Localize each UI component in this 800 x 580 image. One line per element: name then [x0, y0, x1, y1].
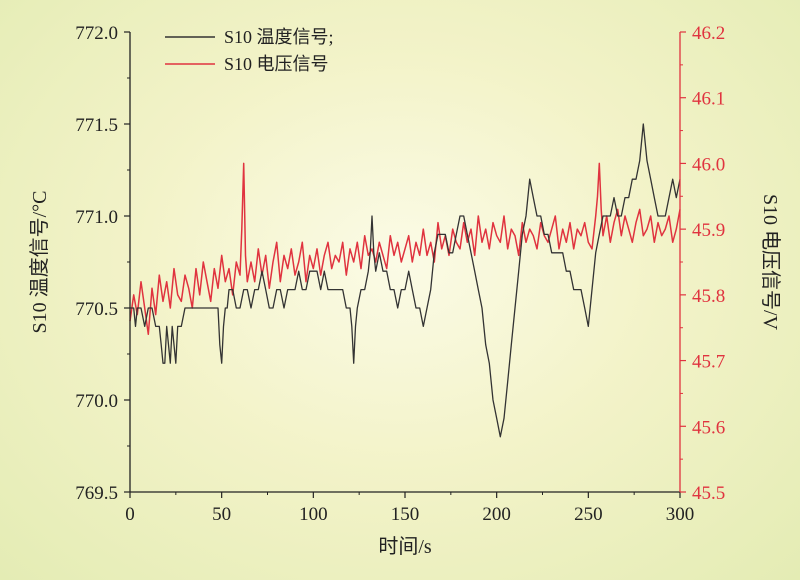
y-right-tick-label: 46.1 [692, 89, 725, 110]
legend-label-temperature: S10 温度信号; [224, 27, 334, 47]
x-tick-label: 200 [482, 504, 511, 525]
axes-group [129, 32, 681, 493]
y-left-tick-label: 770.5 [75, 299, 118, 320]
x-tick-label: 150 [391, 504, 420, 525]
x-tick-label: 250 [574, 504, 603, 525]
series-line-temperature [130, 123, 681, 438]
y-right-axis-title: S10 电压信号/V [759, 194, 782, 331]
y-left-axis-title: S10 温度信号/°C [28, 190, 51, 333]
legend: S10 温度信号; S10 电压信号 [165, 27, 334, 74]
legend-label-voltage: S10 电压信号 [224, 54, 329, 74]
y-right-tick-label: 45.6 [692, 417, 725, 438]
ticks-group: 0 50 100 150 200 250 300 769.5 770.0 770.5 771.0 77… [75, 23, 725, 525]
y-right-tick-label: 45.5 [692, 483, 725, 504]
y-left-tick-label: 770.0 [75, 391, 118, 412]
x-tick-label: 300 [666, 504, 695, 525]
y-left-tick-label: 772.0 [75, 23, 118, 44]
y-left-tick-label: 771.0 [75, 207, 118, 228]
series-line-voltage [129, 162, 681, 336]
x-axis-title: 时间/s [378, 535, 432, 558]
x-tick-label: 100 [299, 504, 328, 525]
y-right-tick-label: 46.2 [692, 23, 725, 44]
y-right-tick-label: 46.0 [692, 154, 725, 175]
plot-series-group [129, 123, 681, 438]
x-tick-label: 50 [212, 504, 231, 525]
y-left-tick-label: 769.5 [75, 483, 118, 504]
y-right-tick-label: 45.8 [692, 286, 725, 307]
y-right-tick-label: 45.7 [692, 352, 725, 373]
y-right-tick-label: 45.9 [692, 220, 725, 241]
y-left-tick-label: 771.5 [75, 115, 118, 136]
x-tick-label: 0 [125, 504, 135, 525]
